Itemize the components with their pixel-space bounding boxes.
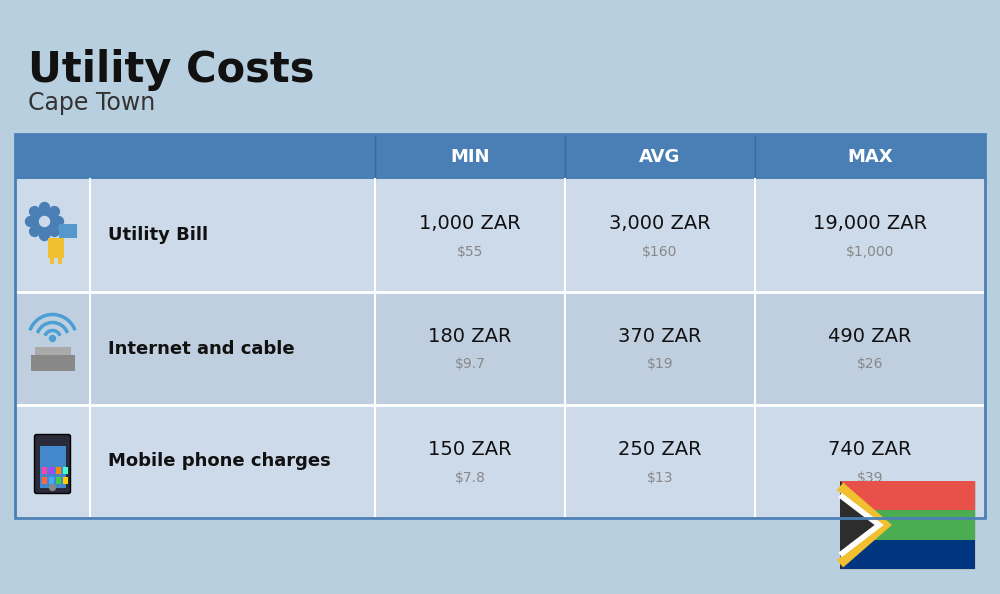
Text: 180 ZAR: 180 ZAR bbox=[428, 327, 512, 346]
Circle shape bbox=[40, 203, 50, 213]
Text: 19,000 ZAR: 19,000 ZAR bbox=[813, 214, 927, 233]
Text: $55: $55 bbox=[457, 245, 483, 258]
Circle shape bbox=[54, 216, 64, 226]
Circle shape bbox=[26, 216, 36, 226]
Bar bbox=[840, 481, 975, 510]
Text: Utility Costs: Utility Costs bbox=[28, 49, 314, 91]
Bar bbox=[15, 292, 90, 405]
Circle shape bbox=[30, 226, 40, 236]
Bar bbox=[840, 510, 975, 540]
Bar bbox=[15, 292, 985, 405]
Bar bbox=[56, 476, 60, 484]
Text: 250 ZAR: 250 ZAR bbox=[618, 440, 702, 459]
Bar bbox=[40, 446, 66, 488]
Bar bbox=[58, 255, 62, 264]
Bar bbox=[15, 134, 985, 179]
Bar bbox=[50, 255, 54, 264]
Text: 370 ZAR: 370 ZAR bbox=[618, 327, 702, 346]
Circle shape bbox=[40, 216, 50, 226]
Bar bbox=[34, 346, 70, 355]
Bar bbox=[840, 540, 975, 569]
Bar bbox=[42, 476, 46, 484]
Text: 150 ZAR: 150 ZAR bbox=[428, 440, 512, 459]
Bar bbox=[15, 179, 985, 292]
Text: MAX: MAX bbox=[847, 147, 893, 166]
Polygon shape bbox=[840, 481, 891, 569]
Bar bbox=[42, 466, 46, 473]
Bar bbox=[62, 466, 68, 473]
Bar bbox=[15, 179, 90, 292]
Text: Utility Bill: Utility Bill bbox=[108, 226, 208, 245]
Text: $19: $19 bbox=[647, 358, 673, 371]
Bar bbox=[15, 405, 985, 518]
Text: $26: $26 bbox=[857, 358, 883, 371]
Text: AVG: AVG bbox=[639, 147, 681, 166]
Text: Internet and cable: Internet and cable bbox=[108, 340, 295, 358]
Text: $1,000: $1,000 bbox=[846, 245, 894, 258]
Text: $13: $13 bbox=[647, 470, 673, 485]
Text: 3,000 ZAR: 3,000 ZAR bbox=[609, 214, 711, 233]
Bar bbox=[48, 466, 54, 473]
Text: Cape Town: Cape Town bbox=[28, 91, 155, 115]
Bar bbox=[15, 405, 90, 518]
Bar bbox=[56, 466, 60, 473]
Bar bbox=[58, 223, 76, 238]
Circle shape bbox=[49, 207, 59, 217]
FancyBboxPatch shape bbox=[840, 481, 975, 569]
Text: MIN: MIN bbox=[450, 147, 490, 166]
Bar bbox=[48, 238, 64, 258]
Text: $7.8: $7.8 bbox=[455, 470, 485, 485]
Text: $39: $39 bbox=[857, 470, 883, 485]
Text: 490 ZAR: 490 ZAR bbox=[828, 327, 912, 346]
Text: $160: $160 bbox=[642, 245, 678, 258]
Circle shape bbox=[34, 210, 56, 232]
Bar bbox=[62, 476, 68, 484]
Circle shape bbox=[50, 336, 56, 342]
Text: $9.7: $9.7 bbox=[455, 358, 485, 371]
Text: 740 ZAR: 740 ZAR bbox=[828, 440, 912, 459]
Circle shape bbox=[50, 485, 56, 491]
Circle shape bbox=[30, 207, 40, 217]
Text: 1,000 ZAR: 1,000 ZAR bbox=[419, 214, 521, 233]
Bar bbox=[30, 355, 74, 371]
FancyBboxPatch shape bbox=[34, 434, 70, 494]
Bar bbox=[48, 476, 54, 484]
Circle shape bbox=[49, 226, 59, 236]
Circle shape bbox=[40, 230, 50, 241]
Text: Mobile phone charges: Mobile phone charges bbox=[108, 453, 331, 470]
